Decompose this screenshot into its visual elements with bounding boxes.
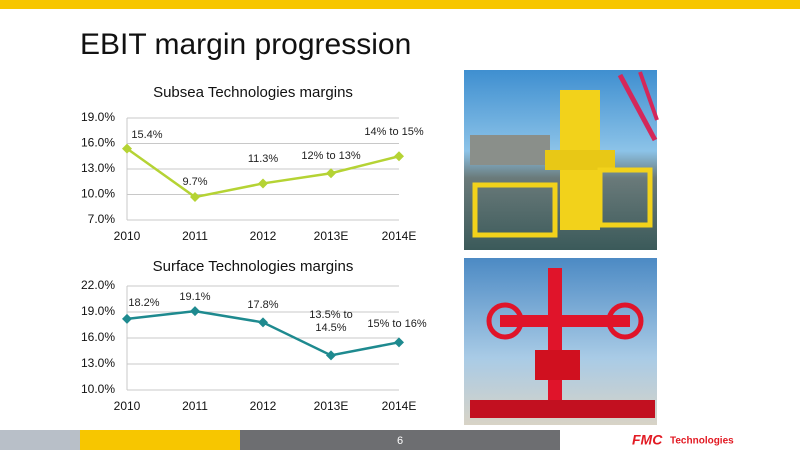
footer-segment bbox=[0, 430, 80, 450]
photo-surface bbox=[464, 258, 657, 425]
data-label: 9.7% bbox=[182, 176, 208, 189]
y-tick-label: 22.0% bbox=[81, 278, 115, 292]
top-bar bbox=[0, 0, 800, 9]
x-tick-label: 2010 bbox=[114, 229, 141, 243]
x-tick-label: 2012 bbox=[250, 229, 277, 243]
data-point bbox=[190, 306, 200, 317]
x-tick-label: 2014E bbox=[382, 229, 417, 243]
slide-title: EBIT margin progression bbox=[80, 28, 411, 61]
data-point bbox=[122, 313, 132, 324]
y-tick-label: 16.0% bbox=[81, 136, 115, 150]
x-tick-label: 2011 bbox=[182, 399, 208, 413]
logo-text: Technologies bbox=[670, 436, 734, 447]
chart-title: Surface Technologies margins bbox=[153, 258, 354, 275]
y-tick-label: 10.0% bbox=[81, 187, 115, 201]
data-point bbox=[258, 317, 268, 328]
y-tick-label: 7.0% bbox=[88, 212, 116, 226]
data-point bbox=[394, 337, 404, 348]
photo-subsea bbox=[464, 70, 659, 250]
data-point bbox=[258, 178, 268, 189]
data-point bbox=[122, 143, 132, 154]
x-tick-label: 2014E bbox=[382, 399, 417, 413]
data-label: 18.2% bbox=[128, 296, 160, 309]
y-tick-label: 13.0% bbox=[81, 161, 115, 175]
data-label: 14% to 15% bbox=[364, 126, 424, 139]
x-tick-label: 2012 bbox=[250, 399, 277, 413]
y-tick-label: 16.0% bbox=[81, 330, 115, 344]
data-label: 19.1% bbox=[179, 291, 211, 304]
chart-title: Subsea Technologies margins bbox=[153, 84, 353, 101]
data-label: 15.4% bbox=[131, 128, 163, 141]
y-tick-label: 13.0% bbox=[81, 356, 115, 370]
x-tick-label: 2013E bbox=[314, 399, 349, 413]
y-tick-label: 19.0% bbox=[81, 304, 115, 318]
data-label: 12% to 13% bbox=[301, 150, 361, 163]
footer-segment bbox=[240, 430, 560, 450]
data-label: 17.8% bbox=[247, 299, 279, 312]
y-tick-label: 10.0% bbox=[81, 382, 115, 396]
footer-segment bbox=[80, 430, 240, 450]
data-label: 15% to 16% bbox=[367, 318, 427, 331]
x-tick-label: 2010 bbox=[114, 399, 141, 413]
data-point bbox=[326, 168, 336, 179]
logo-brand: FMC bbox=[632, 432, 663, 448]
x-tick-label: 2011 bbox=[182, 229, 208, 243]
data-label: 11.3% bbox=[247, 153, 279, 166]
data-point bbox=[326, 350, 336, 361]
data-label: 13.5% to 14.5% bbox=[309, 309, 353, 335]
y-tick-label: 19.0% bbox=[81, 110, 115, 124]
page-number: 6 bbox=[397, 435, 403, 447]
data-point bbox=[190, 192, 200, 203]
x-tick-label: 2013E bbox=[314, 229, 349, 243]
data-point bbox=[394, 151, 404, 162]
